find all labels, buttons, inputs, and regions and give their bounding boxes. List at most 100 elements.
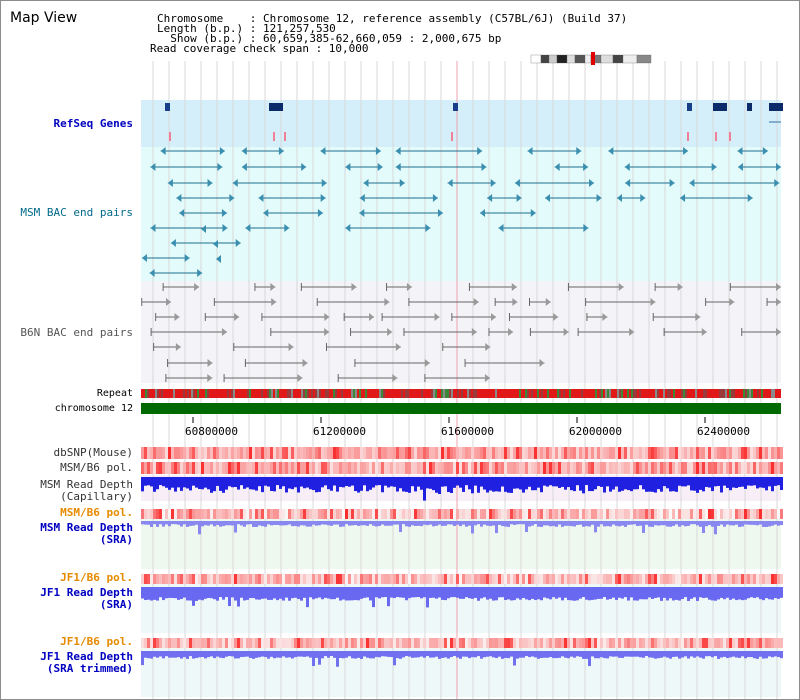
depth-bar [159, 651, 162, 657]
heat-cell [564, 509, 567, 519]
heat-cell [411, 509, 414, 519]
heat-cell [480, 574, 483, 584]
heat-cell [408, 447, 411, 459]
heat-cell [564, 462, 567, 474]
heat-cell [513, 462, 516, 474]
repeat-segment [543, 389, 545, 398]
depth-bar [216, 651, 219, 657]
heat-cell [603, 574, 606, 584]
track-label-jf1-depth-trimmed[interactable]: JF1 Read Depth [40, 650, 133, 663]
depth-bar [717, 477, 720, 486]
track-label-msm-bac[interactable]: MSM BAC end pairs [20, 206, 133, 219]
depth-bar [255, 651, 258, 658]
heat-cell [291, 462, 294, 474]
heat-cell [153, 509, 156, 519]
msm-bac-end [184, 254, 190, 262]
repeat-segment [319, 389, 321, 398]
heat-cell [357, 574, 360, 584]
depth-bar [693, 477, 696, 491]
track-label-dbsnp[interactable]: dbSNP(Mouse) [53, 446, 133, 459]
heat-cell [501, 447, 504, 459]
repeat-segment [249, 389, 251, 398]
heat-cell [333, 462, 336, 474]
depth-bar [618, 477, 621, 492]
heat-cell [345, 574, 348, 584]
heat-cell [369, 462, 372, 474]
depth-bar [519, 587, 522, 600]
repeat-segment [635, 389, 637, 398]
heat-cell [318, 447, 321, 459]
heat-cell [639, 509, 642, 519]
depth-bar [330, 651, 333, 657]
heat-cell [468, 638, 471, 648]
heat-cell [564, 447, 567, 459]
heat-cell [183, 509, 186, 519]
heat-cell [486, 509, 489, 519]
heat-cell [438, 447, 441, 459]
depth-bar [147, 477, 150, 486]
heat-cell [390, 509, 393, 519]
heat-cell [402, 447, 405, 459]
depth-bar [384, 477, 387, 486]
repeat-segment [697, 389, 699, 398]
depth-bar [750, 477, 753, 486]
depth-bar [741, 587, 744, 601]
depth-bar [600, 477, 603, 487]
depth-bar [714, 477, 717, 487]
heat-cell [249, 447, 252, 459]
track-label-msm-depth-cap[interactable]: MSM Read Depth [40, 478, 133, 491]
heat-cell [420, 462, 423, 474]
heat-cell [246, 509, 249, 519]
repeat-segment [199, 389, 201, 398]
heat-cell [723, 462, 726, 474]
depth-bar [537, 477, 540, 488]
heat-cell [480, 509, 483, 519]
repeat-segment [475, 389, 477, 398]
heat-cell [333, 509, 336, 519]
heat-cell [474, 462, 477, 474]
depth-bar [579, 521, 582, 525]
heat-cell [651, 447, 654, 459]
heat-cell [672, 447, 675, 459]
depth-bar [501, 651, 504, 659]
track-label-jf1-pol[interactable]: JF1/B6 pol. [60, 571, 133, 584]
depth-bar [501, 477, 504, 487]
heat-cell [372, 574, 375, 584]
heat-cell [336, 509, 339, 519]
heat-cell [711, 574, 714, 584]
heat-cell [219, 447, 222, 459]
heat-cell [480, 447, 483, 459]
track-label-msm-pol[interactable]: MSM/B6 pol. [60, 461, 133, 474]
heat-cell [324, 462, 327, 474]
heat-cell [708, 509, 711, 519]
depth-bar [228, 651, 231, 657]
depth-bar [294, 651, 297, 658]
depth-bar [429, 651, 432, 658]
heat-cell [240, 638, 243, 648]
track-label-b6n-bac[interactable]: B6N BAC end pairs [20, 326, 133, 339]
depth-bar [420, 587, 423, 599]
track-label-refseq[interactable]: RefSeq Genes [53, 117, 133, 130]
heat-cell [489, 509, 492, 519]
repeat-segment [599, 389, 601, 398]
track-label-jf1-depth[interactable]: JF1 Read Depth [40, 586, 133, 599]
heat-cell [168, 447, 171, 459]
track-label-jf1-pol-2[interactable]: JF1/B6 pol. [60, 635, 133, 648]
repeat-segment [765, 389, 767, 398]
track-label-msm-depth-sra[interactable]: MSM Read Depth [40, 521, 133, 534]
heat-cell [645, 509, 648, 519]
heat-cell [408, 638, 411, 648]
depth-bar [318, 651, 321, 665]
b6n-bac-end [539, 359, 545, 367]
heat-cell [558, 574, 561, 584]
depth-bar [669, 587, 672, 599]
depth-bar [465, 587, 468, 598]
depth-bar [282, 477, 285, 487]
heat-cell [321, 574, 324, 584]
track-label-msm-pol-2[interactable]: MSM/B6 pol. [60, 506, 133, 519]
depth-bar [264, 651, 267, 658]
repeat-segment [617, 389, 619, 398]
heat-cell [747, 638, 750, 648]
repeat-segment [631, 389, 633, 398]
depth-bar [459, 587, 462, 599]
